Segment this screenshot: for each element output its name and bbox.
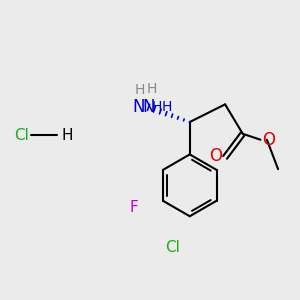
Text: N: N — [142, 98, 155, 116]
Text: H: H — [152, 100, 162, 114]
Text: O: O — [262, 131, 275, 149]
Text: Cl: Cl — [165, 240, 179, 255]
Text: O: O — [209, 147, 222, 165]
Text: H: H — [62, 128, 73, 143]
Text: F: F — [130, 200, 138, 215]
Text: H: H — [134, 83, 145, 97]
Text: H: H — [146, 82, 157, 95]
Text: N: N — [132, 98, 145, 116]
Text: Cl: Cl — [14, 128, 29, 143]
Text: H: H — [162, 100, 172, 114]
